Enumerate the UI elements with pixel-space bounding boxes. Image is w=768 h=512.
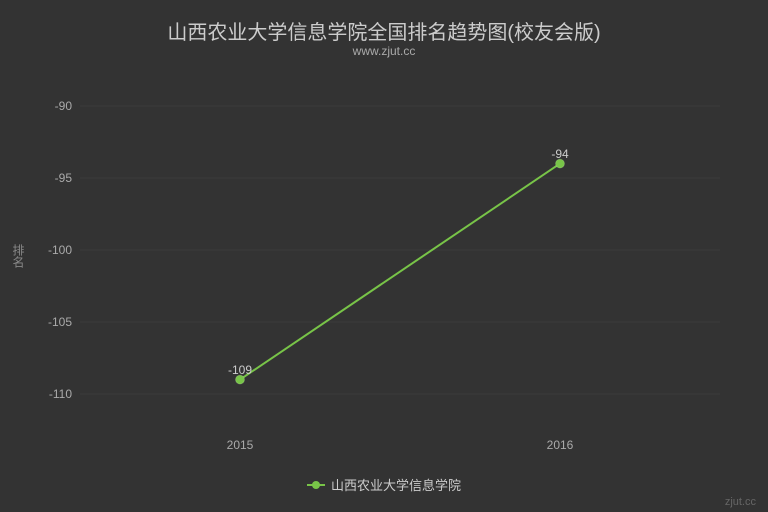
plot-svg [80, 70, 720, 430]
chart-container: 山西农业大学信息学院全国排名趋势图(校友会版) www.zjut.cc 排名 -… [0, 0, 768, 512]
x-tick-label: 2016 [547, 438, 574, 452]
chart-title: 山西农业大学信息学院全国排名趋势图(校友会版) [0, 16, 768, 45]
data-point-label: -109 [228, 363, 252, 377]
y-axis-label: 排名 [10, 244, 27, 268]
legend-swatch [307, 479, 325, 494]
legend-label: 山西农业大学信息学院 [331, 478, 461, 493]
credit-text: zjut.cc [725, 496, 756, 508]
x-tick-label: 2015 [227, 438, 254, 452]
legend: 山西农业大学信息学院 [0, 475, 768, 494]
y-tick-label: -110 [49, 387, 72, 401]
y-tick-label: -105 [48, 315, 72, 329]
y-tick-label: -95 [55, 171, 72, 185]
data-point-label: -94 [551, 147, 568, 161]
chart-subtitle: www.zjut.cc [0, 44, 768, 58]
y-tick-label: -90 [55, 99, 72, 113]
y-tick-label: -100 [48, 243, 72, 257]
plot-area: -90-95-100-105-11020152016-109-94 [80, 70, 720, 430]
